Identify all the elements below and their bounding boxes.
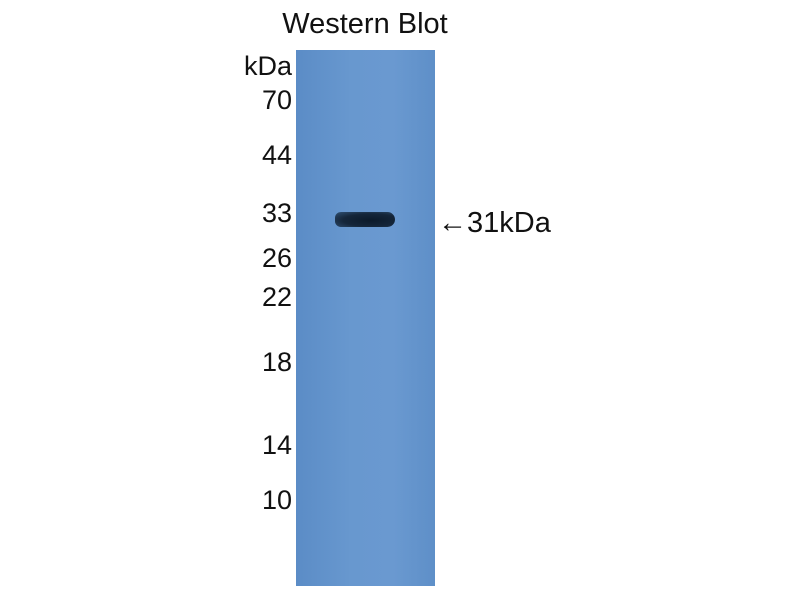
band-annotation: ←31kDa (438, 207, 551, 239)
marker-33: 33 (261, 198, 292, 228)
unit-label: kDa (243, 51, 292, 81)
marker-70: 70 (261, 85, 292, 115)
marker-14: 14 (261, 430, 292, 460)
figure-title: Western Blot (282, 8, 448, 40)
marker-44: 44 (261, 140, 292, 170)
marker-26: 26 (261, 243, 292, 273)
marker-22: 22 (261, 282, 292, 312)
blot-membrane (296, 50, 435, 586)
protein-band (335, 212, 395, 227)
marker-10: 10 (261, 485, 292, 515)
marker-18: 18 (261, 347, 292, 377)
